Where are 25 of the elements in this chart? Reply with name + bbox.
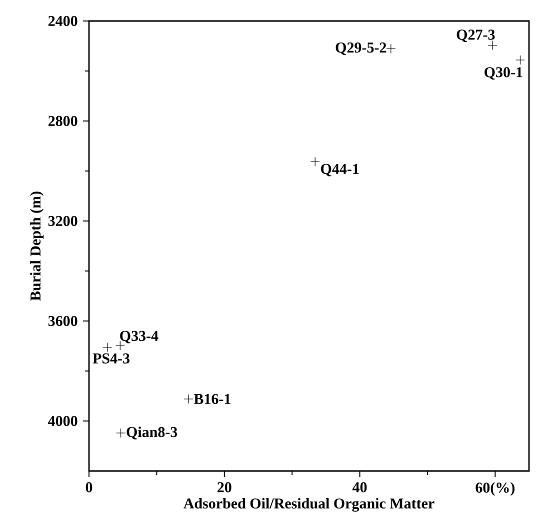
- annotation: Q27-3: [456, 30, 495, 42]
- x-tick-label: 0: [86, 482, 92, 492]
- point: [515, 55, 525, 65]
- annotation: Q29-5-2: [336, 42, 386, 55]
- annotation: Q33-4: [120, 330, 158, 344]
- annotation: B16-1: [194, 394, 230, 404]
- annotation: PS4-3: [92, 353, 130, 364]
- y-tick-label: 3600: [48, 316, 78, 326]
- y-tick-label: 4000: [48, 416, 78, 426]
- point: [102, 342, 112, 352]
- point: [386, 44, 396, 54]
- annotation: Qian8-3: [126, 426, 178, 440]
- annotation: Q30-1: [484, 67, 522, 80]
- x-tick-label: 40: [352, 482, 367, 492]
- point: [184, 394, 194, 404]
- y-axis-title: Burial Depth (m): [30, 192, 44, 301]
- y-tick-label: 3200: [48, 216, 78, 226]
- x-tick-label: 20: [218, 482, 232, 492]
- x-tick-label: 60(%): [476, 482, 515, 496]
- annotation: Q44-1: [321, 164, 359, 176]
- point: [116, 428, 126, 438]
- y-tick-label: 2400: [48, 16, 78, 26]
- y-tick-label: 2800: [48, 116, 78, 126]
- point: [310, 156, 320, 167]
- x-axis-title: Adsorbed Oil/Residual Organic Matter: [184, 498, 434, 512]
